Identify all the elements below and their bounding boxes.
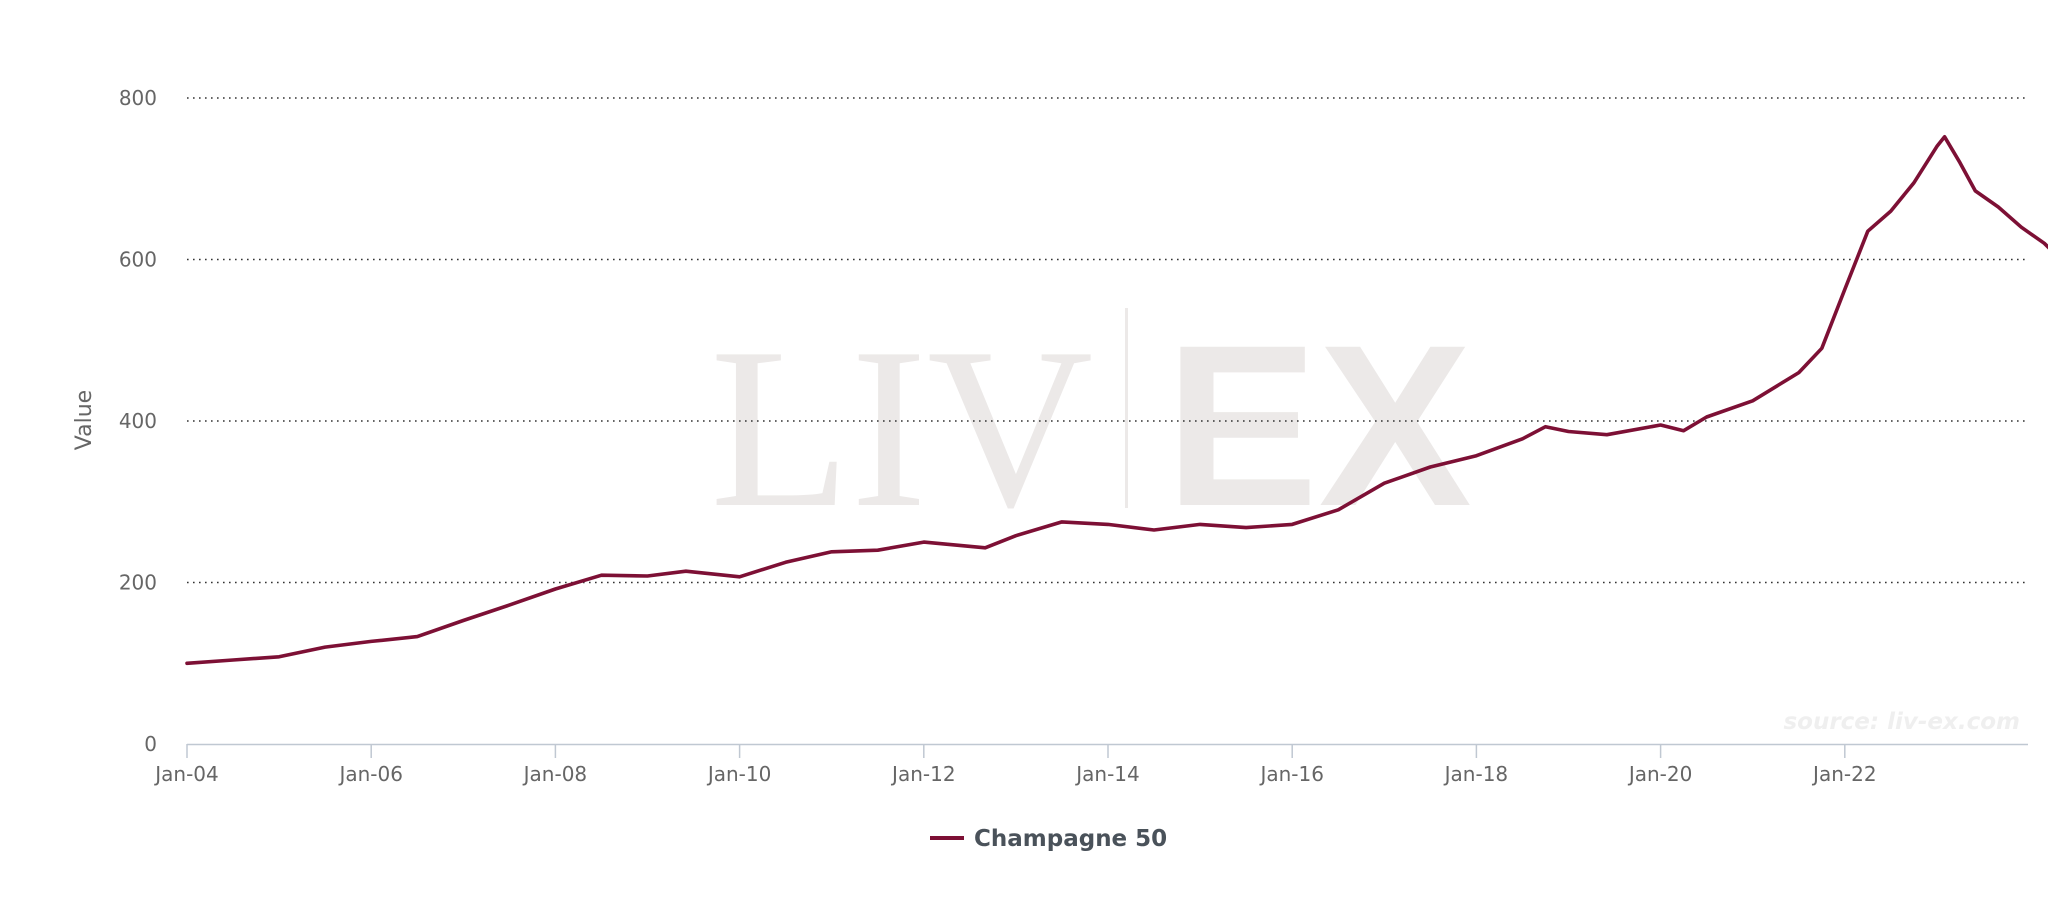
y-tick-label: 800 — [119, 86, 157, 110]
y-tick-label: 200 — [119, 571, 157, 595]
gridlines — [187, 97, 2028, 584]
x-tick-label: Jan-16 — [1258, 762, 1324, 786]
watermark: LIV EX — [710, 297, 1472, 555]
x-tick-label: Jan-06 — [337, 762, 403, 786]
x-tick-label: Jan-08 — [522, 762, 588, 786]
x-tick-label: Jan-04 — [153, 762, 219, 786]
x-axis: Jan-04 Jan-06 Jan-08 Jan-10 Jan-12 Jan-14 Jan-… — [153, 743, 2028, 786]
y-axis-ticks: 0 200 400 600 800 — [119, 86, 157, 756]
series-group — [185, 135, 2048, 666]
series-line-champagne-50[interactable] — [185, 135, 2048, 666]
y-axis-title: Value — [72, 390, 97, 450]
y-tick-label: 0 — [144, 732, 157, 756]
y-tick-label: 600 — [119, 248, 157, 272]
x-tick-label: Jan-22 — [1811, 762, 1877, 786]
watermark-left-text: LIV — [710, 300, 1093, 555]
y-tick-label: 400 — [119, 409, 157, 433]
legend-label[interactable]: Champagne 50 — [974, 826, 1167, 852]
x-tick-label: Jan-12 — [890, 762, 956, 786]
x-tick-label: Jan-14 — [1074, 762, 1140, 786]
x-tick-label: Jan-18 — [1443, 762, 1509, 786]
x-tick-label: Jan-20 — [1627, 762, 1693, 786]
watermark-divider — [1125, 308, 1128, 508]
source-credit: source: liv-ex.com — [1783, 709, 2020, 735]
watermark-right-text: EX — [1165, 297, 1472, 554]
x-tick-label: Jan-10 — [706, 762, 772, 786]
legend[interactable]: Champagne 50 — [930, 826, 1167, 852]
